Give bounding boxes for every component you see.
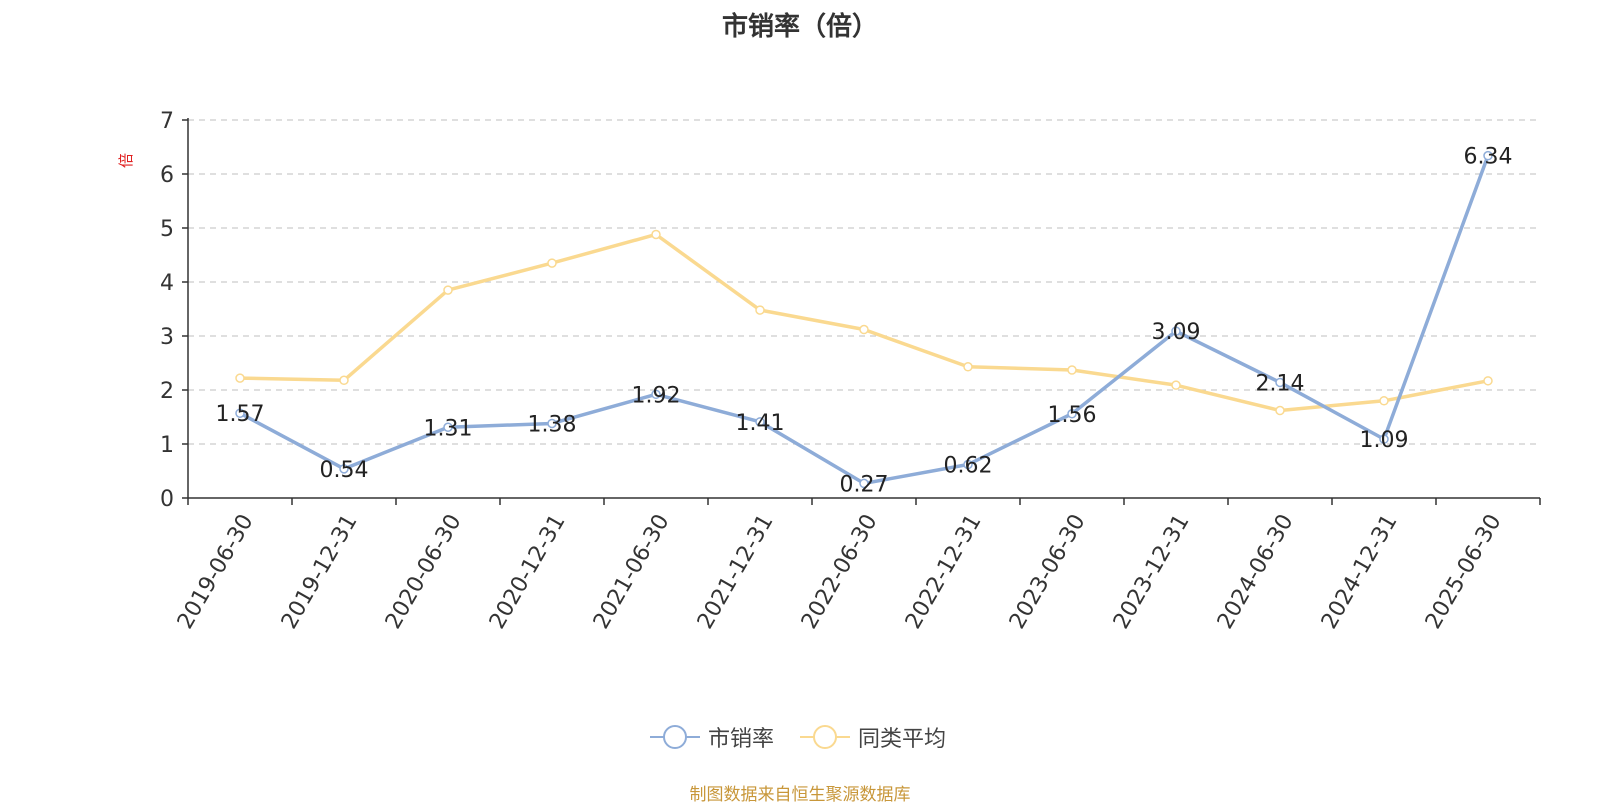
series-1-point <box>1275 377 1285 388</box>
data-label: 0.27 <box>840 472 889 497</box>
series-1-point <box>1171 326 1181 336</box>
series-1-point <box>859 478 869 489</box>
legend-item-series-2[interactable]: 同类平均 <box>800 722 946 752</box>
x-tick-label: 2023-12-31 <box>1109 510 1195 633</box>
data-label: 1.09 <box>1360 428 1409 453</box>
series-2-point <box>1379 396 1389 406</box>
series-1-point <box>1067 409 1077 419</box>
series-2-point <box>547 258 557 268</box>
legend[interactable]: 市销率 同类平均 <box>0 722 1600 752</box>
series-2-point <box>339 375 349 386</box>
series-1-point <box>755 417 765 427</box>
series-1-point <box>1379 434 1389 444</box>
legend-marker-series-1-icon <box>650 725 700 749</box>
y-tick-label: 4 <box>160 271 174 296</box>
data-label: 1.31 <box>424 416 473 441</box>
series-2-point <box>963 362 973 372</box>
data-label: 1.92 <box>632 383 681 408</box>
data-label: 6.34 <box>1464 145 1513 170</box>
series-2-point <box>859 324 869 335</box>
x-tick-label: 2019-06-30 <box>173 510 259 633</box>
grid-lines <box>188 119 1540 445</box>
y-tick-label: 3 <box>160 325 174 350</box>
x-tick-label: 2024-06-30 <box>1213 510 1299 633</box>
x-tick-label: 2020-06-30 <box>381 510 467 633</box>
series-2-point <box>1171 380 1181 390</box>
x-tick-label: 2024-12-31 <box>1317 510 1403 633</box>
series-1-point <box>1483 150 1493 161</box>
data-label: 1.57 <box>216 402 265 427</box>
data-label: 0.62 <box>944 454 993 479</box>
x-tick-label: 2022-12-31 <box>901 510 987 633</box>
x-tick-label: 2023-06-30 <box>1005 510 1091 633</box>
chart-title: 市销率（倍） <box>721 12 878 42</box>
legend-label-series-1: 市销率 <box>708 727 775 752</box>
source-note: 制图数据来自恒生聚源数据库 <box>689 785 911 805</box>
series-2-point <box>235 373 245 383</box>
series-1-point <box>651 389 661 400</box>
x-tick-label: 2019-12-31 <box>277 510 363 633</box>
data-label: 1.38 <box>528 412 577 437</box>
legend-marker-series-2-icon <box>800 725 850 749</box>
series-1-point <box>963 459 973 470</box>
data-label: 1.56 <box>1048 403 1097 428</box>
data-label: 2.14 <box>1256 371 1305 396</box>
data-labels: 1.57 0.54 1.31 1.38 1.92 1.41 0.27 0.62 1.56 3.09… <box>216 145 1513 498</box>
y-tick-label: 1 <box>160 433 174 458</box>
y-tick-label: 2 <box>160 379 174 404</box>
series-1-point <box>235 408 245 418</box>
series-1-point <box>547 418 557 429</box>
x-tick-label: 2022-06-30 <box>797 510 883 633</box>
data-label: 0.54 <box>320 458 369 483</box>
series-1-point <box>443 422 453 433</box>
series-2-point <box>1483 376 1493 386</box>
y-tick-label: 5 <box>160 217 174 242</box>
series-1-point <box>339 464 349 474</box>
legend-label-series-2: 同类平均 <box>858 727 947 752</box>
data-label: 3.09 <box>1152 320 1201 345</box>
y-tick-label: 6 <box>160 163 174 188</box>
x-tick-label: 2021-06-30 <box>589 510 675 633</box>
series-2-point <box>443 285 453 295</box>
series-2-point <box>651 229 661 240</box>
y-tick-label: 0 <box>160 487 174 512</box>
x-tick-label: 2025-06-30 <box>1421 510 1507 633</box>
x-tick-label: 2020-12-31 <box>485 510 571 633</box>
legend-item-series-1[interactable]: 市销率 <box>650 722 774 752</box>
x-tick-label: 2021-12-31 <box>693 510 779 633</box>
y-tick-label: 7 <box>160 109 174 134</box>
series-lines <box>235 150 1493 489</box>
series-2-point <box>755 305 765 315</box>
data-label: 1.41 <box>736 411 785 436</box>
series-2-point <box>1275 405 1285 416</box>
series-2-point <box>1067 365 1077 375</box>
